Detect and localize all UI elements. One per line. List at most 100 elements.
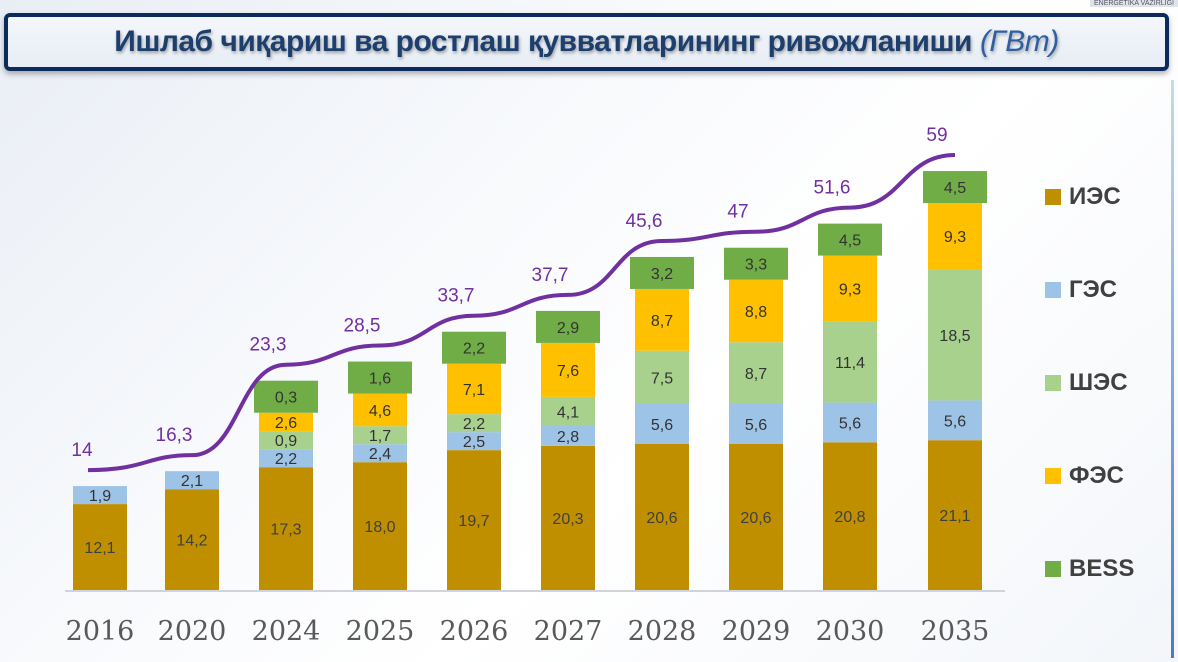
total-label: 23,3 bbox=[250, 335, 287, 356]
total-label: 47 bbox=[727, 202, 748, 223]
data-label: 1,9 bbox=[89, 488, 111, 505]
bar-segment-ШЭС bbox=[447, 414, 501, 433]
data-label: 1,7 bbox=[369, 428, 391, 445]
bar-segment-ФЭС bbox=[353, 393, 407, 427]
legend-item: ШЭС bbox=[1045, 336, 1134, 429]
data-label: 4,1 bbox=[557, 404, 579, 421]
data-label: 18,5 bbox=[939, 328, 970, 345]
bar-segment-ИЭС bbox=[447, 450, 501, 590]
title-unit: (ГВт) bbox=[979, 25, 1059, 58]
total-label: 33,7 bbox=[438, 286, 475, 307]
data-label: 20,8 bbox=[834, 509, 865, 526]
page-title: Ишлаб чиқариш ва ростлаш қувватларининг … bbox=[114, 25, 1059, 59]
data-label: 12,1 bbox=[84, 540, 115, 557]
bar-segment-ШЭС bbox=[823, 321, 877, 403]
x-tick-label: 2030 bbox=[816, 616, 885, 647]
chart-legend: ИЭС ГЭС ШЭС ФЭС BESS bbox=[1045, 150, 1134, 615]
legend-label: ИЭС bbox=[1069, 182, 1121, 210]
data-label: 5,6 bbox=[839, 415, 861, 432]
x-tick-label: 2027 bbox=[534, 616, 603, 647]
bar-segment-ИЭС bbox=[73, 504, 127, 590]
bar-segment-ФЭС bbox=[729, 279, 783, 343]
total-label: 45,6 bbox=[626, 211, 663, 232]
bar-segment-ГЭС bbox=[165, 471, 219, 490]
corner-logo-text: ENERGETIKA VAZIRLIGI bbox=[1089, 0, 1178, 7]
data-label: 3,2 bbox=[651, 266, 673, 283]
bar-segment-ГЭС bbox=[928, 400, 982, 441]
bar-segment-BESS bbox=[818, 223, 882, 256]
legend-label: ГЭС bbox=[1069, 275, 1118, 303]
total-label: 28,5 bbox=[344, 316, 381, 337]
bar-segment-ИЭС bbox=[635, 443, 689, 590]
total-label: 14 bbox=[71, 440, 93, 461]
data-label: 2,9 bbox=[557, 320, 579, 337]
data-label: 4,5 bbox=[944, 180, 966, 197]
data-label: 1,6 bbox=[369, 371, 391, 388]
bar-segment-ШЭС bbox=[729, 342, 783, 404]
bar-segment-BESS bbox=[442, 331, 506, 364]
bar-segment-ШЭС bbox=[541, 396, 595, 426]
legend-item: ФЭС bbox=[1045, 429, 1134, 522]
data-label: 9,3 bbox=[839, 282, 861, 299]
data-label: 20,3 bbox=[552, 511, 583, 528]
data-label: 2,2 bbox=[275, 451, 297, 468]
total-label: 51,6 bbox=[814, 178, 851, 199]
data-label: 2,4 bbox=[369, 446, 391, 463]
bar-segment-ИЭС bbox=[541, 445, 595, 590]
legend-swatch-icon bbox=[1045, 467, 1061, 484]
x-tick-label: 2035 bbox=[921, 616, 990, 647]
bar-segment-ФЭС bbox=[635, 288, 689, 351]
bar-segment-ФЭС bbox=[823, 255, 877, 322]
bar-segment-ИЭС bbox=[353, 462, 407, 590]
bar-segment-ФЭС bbox=[541, 342, 595, 397]
bar-segment-BESS bbox=[348, 361, 412, 394]
data-label: 4,5 bbox=[839, 233, 861, 250]
data-label: 2,2 bbox=[463, 416, 485, 433]
data-label: 2,5 bbox=[463, 434, 485, 451]
data-label: 7,5 bbox=[651, 370, 673, 387]
data-label: 0,3 bbox=[275, 390, 297, 407]
bar-segment-BESS bbox=[724, 247, 788, 280]
data-label: 2,8 bbox=[557, 429, 579, 446]
bar-segment-ИЭС bbox=[928, 440, 982, 590]
x-tick-label: 2028 bbox=[628, 616, 697, 647]
legend-swatch-icon bbox=[1045, 188, 1061, 205]
legend-label: BESS bbox=[1069, 554, 1135, 582]
legend-swatch-icon bbox=[1045, 374, 1061, 391]
data-label: 17,3 bbox=[270, 522, 301, 539]
x-tick-label: 2029 bbox=[722, 616, 791, 647]
total-label: 37,7 bbox=[532, 265, 569, 286]
bar-segment-ГЭС bbox=[259, 449, 313, 468]
data-label: 2,2 bbox=[463, 341, 485, 358]
x-tick-label: 2024 bbox=[252, 616, 321, 647]
data-label: 3,3 bbox=[745, 257, 767, 274]
bar-segment-BESS bbox=[254, 380, 318, 413]
legend-item: ИЭС bbox=[1045, 150, 1134, 243]
bar-segment-ФЭС bbox=[928, 203, 982, 270]
data-label: 7,1 bbox=[463, 382, 485, 399]
x-tick-label: 2016 bbox=[66, 616, 135, 647]
data-label: 20,6 bbox=[740, 510, 771, 527]
title-banner: Ишлаб чиқариш ва ростлаш қувватларининг … bbox=[4, 13, 1169, 71]
data-label: 8,7 bbox=[745, 366, 767, 383]
data-label: 7,6 bbox=[557, 363, 579, 380]
data-label: 9,3 bbox=[944, 229, 966, 246]
data-label: 19,7 bbox=[458, 513, 489, 530]
bar-segment-ИЭС bbox=[165, 489, 219, 590]
bar-segment-ГЭС bbox=[635, 403, 689, 444]
data-label: 20,6 bbox=[646, 510, 677, 527]
bar-segment-ГЭС bbox=[447, 432, 501, 451]
bar-segment-ИЭС bbox=[823, 442, 877, 590]
legend-label: ШЭС bbox=[1069, 368, 1128, 396]
data-label: 8,8 bbox=[745, 304, 767, 321]
bar-segment-ГЭС bbox=[729, 403, 783, 444]
data-label: 14,2 bbox=[176, 533, 207, 550]
total-line bbox=[87, 153, 956, 473]
bar-segment-ШЭС bbox=[353, 426, 407, 445]
bar-segment-ГЭС bbox=[823, 402, 877, 443]
bar-segment-ШЭС bbox=[635, 350, 689, 404]
bar-segment-ИЭС bbox=[729, 443, 783, 590]
bar-segment-ИЭС bbox=[259, 467, 313, 590]
legend-swatch-icon bbox=[1045, 281, 1061, 298]
